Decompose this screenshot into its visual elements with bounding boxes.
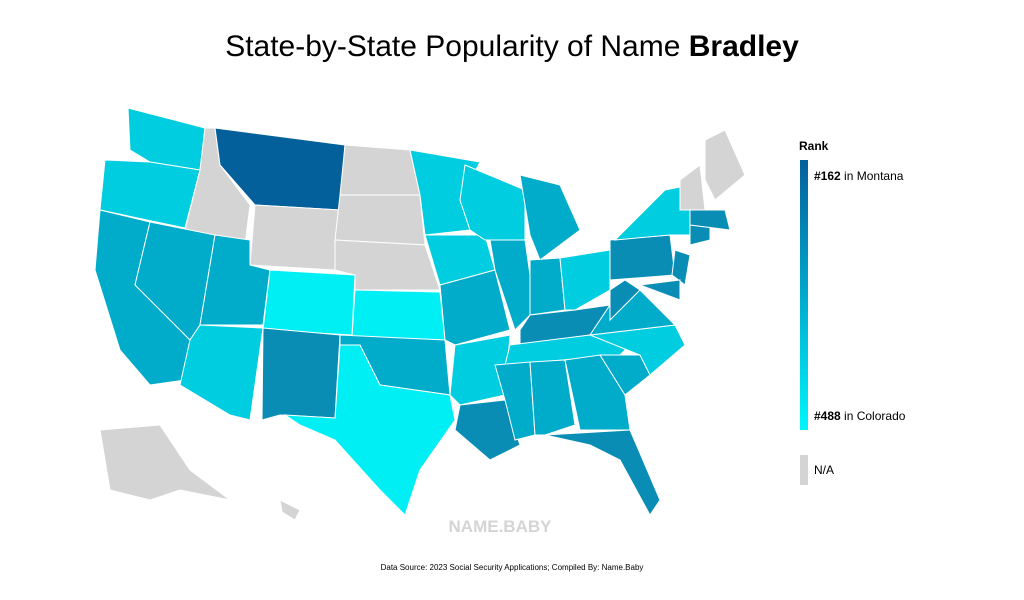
title-name: Bradley (688, 30, 799, 63)
legend-bottom: #488 in Colorado (814, 409, 906, 423)
state (261, 327, 341, 421)
state (494, 361, 536, 441)
state (609, 279, 641, 322)
state (544, 429, 661, 516)
legend-bottom-rank: #488 (814, 409, 841, 423)
state (519, 174, 581, 261)
state (671, 249, 691, 286)
state (454, 399, 521, 461)
state (334, 194, 426, 246)
title-prefix: State-by-State Popularity of Name (225, 30, 681, 63)
states (94, 107, 746, 521)
state (704, 129, 746, 201)
state (489, 239, 536, 331)
watermark: NAME.BABY (449, 517, 553, 536)
state (689, 209, 731, 231)
state (127, 107, 206, 171)
state (99, 424, 231, 501)
state (529, 257, 566, 316)
legend-bottom-state: in Colorado (844, 409, 906, 423)
legend-top-state: in Montana (844, 169, 904, 183)
legend-top: #162 in Montana (814, 169, 904, 183)
state (262, 269, 356, 336)
legend-scale (800, 160, 808, 430)
state (279, 499, 301, 521)
state (609, 234, 676, 281)
state (449, 334, 511, 406)
source: Data Source: 2023 Social Security Applic… (380, 563, 644, 572)
state (439, 269, 511, 346)
legend-na-swatch (800, 455, 808, 485)
state (639, 279, 681, 301)
state (351, 289, 446, 341)
state (564, 354, 631, 431)
state (339, 144, 421, 196)
state (459, 164, 526, 241)
state (283, 344, 456, 516)
title: State-by-State Popularity of Name Bradle… (0, 30, 1024, 64)
state (689, 224, 711, 246)
state (559, 249, 611, 311)
state (249, 204, 341, 271)
state (529, 359, 576, 436)
legend-top-rank: #162 (814, 169, 841, 183)
legend-na: N/A (814, 463, 834, 477)
legend-title: Rank (799, 139, 829, 153)
state (179, 324, 264, 421)
state (613, 184, 691, 241)
state (679, 164, 706, 211)
